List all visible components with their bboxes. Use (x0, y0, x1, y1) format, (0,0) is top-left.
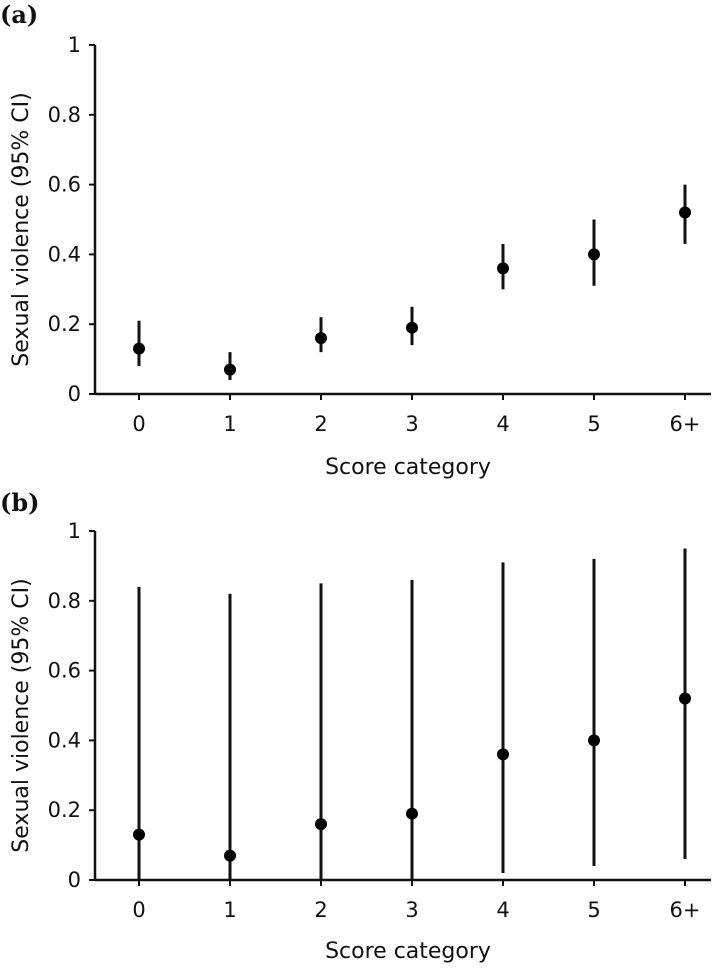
y-tick-label: 0.8 (48, 589, 81, 613)
y-tick-label: 1 (68, 33, 81, 57)
y-tick-label: 0.6 (48, 173, 81, 197)
y-tick-label: 0.4 (48, 728, 81, 752)
data-point (315, 818, 327, 831)
x-tick-label: 1 (223, 898, 236, 922)
x-tick-label: 0 (132, 898, 145, 922)
data-point (224, 849, 236, 862)
data-point (406, 321, 418, 334)
x-tick-label: 3 (405, 898, 418, 922)
x-tick-label: 4 (496, 898, 509, 922)
data-point (406, 807, 418, 820)
data-point (133, 828, 145, 841)
x-tick-label: 6+ (670, 412, 701, 436)
y-tick-label: 0.8 (48, 103, 81, 127)
x-tick-label: 4 (496, 412, 509, 436)
data-point (133, 342, 145, 355)
x-tick-label: 1 (223, 412, 236, 436)
chart-panel-a: (a) 0 0.2 0.4 0.6 0.8 1 0 1 2 3 4 5 6+ Score category S… (0, 0, 711, 480)
data-point (679, 206, 691, 219)
x-axis-title: Score category (325, 939, 491, 964)
y-tick-label: 0.6 (48, 659, 81, 683)
x-tick-label: 6+ (670, 898, 701, 922)
data-point (679, 692, 691, 705)
data-point (588, 248, 600, 261)
y-tick-label: 0 (68, 868, 81, 892)
x-axis-title: Score category (325, 455, 491, 480)
x-tick-label: 5 (587, 898, 600, 922)
y-axis-title: Sexual violence (95% CI) (9, 92, 34, 366)
y-tick-label: 0.2 (48, 312, 81, 336)
panel-label: (b) (0, 488, 40, 517)
x-tick-label: 2 (314, 412, 327, 436)
y-tick-label: 0 (68, 382, 81, 406)
data-point (497, 748, 509, 761)
panel-label: (a) (0, 0, 38, 29)
y-tick-label: 0.4 (48, 242, 81, 266)
data-point (497, 262, 509, 275)
data-point (588, 734, 600, 747)
y-tick-label: 0.2 (48, 798, 81, 822)
x-tick-label: 5 (587, 412, 600, 436)
x-tick-label: 0 (132, 412, 145, 436)
chart-panel-b: (b) 0 0.2 0.4 0.6 0.8 1 0 1 2 3 4 5 6+ Score category S… (0, 488, 711, 964)
y-tick-label: 1 (68, 519, 81, 543)
y-axis-title: Sexual violence (95% CI) (9, 578, 34, 852)
x-tick-label: 2 (314, 898, 327, 922)
x-tick-label: 3 (405, 412, 418, 436)
data-point (315, 332, 327, 345)
data-point (224, 363, 236, 376)
